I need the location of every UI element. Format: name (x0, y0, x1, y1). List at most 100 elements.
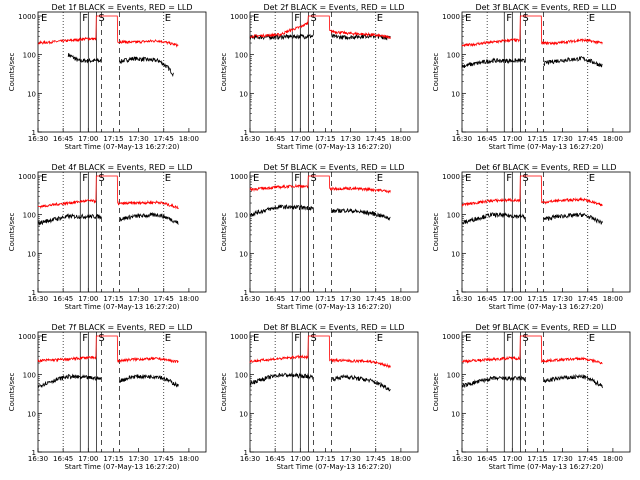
events-series-line (67, 53, 174, 78)
x-axis-label: Start Time (07-May-13 16:27:20) (276, 463, 391, 471)
x-tick-label: 16:30 (28, 135, 48, 143)
y-axis-label: Counts/sec (432, 373, 440, 412)
lld-series-line (461, 15, 603, 47)
marker-label: S (98, 173, 104, 184)
x-tick-label: 17:00 (78, 455, 98, 463)
y-tick-label: 1000 (230, 333, 248, 341)
x-tick-label: 18:00 (391, 135, 411, 143)
marker-label: F (294, 13, 300, 24)
x-tick-label: 17:45 (154, 295, 174, 303)
x-tick-label: 17:30 (553, 455, 573, 463)
x-tick-label: 17:15 (103, 135, 123, 143)
x-axis-label: Start Time (07-May-13 16:27:20) (488, 303, 603, 311)
y-tick-label: 10 (27, 90, 36, 98)
x-tick-label: 17:15 (315, 455, 335, 463)
y-tick-label: 10 (451, 90, 460, 98)
marker-label: F (294, 173, 300, 184)
marker-label: S (522, 333, 528, 344)
x-tick-label: 18:00 (179, 295, 199, 303)
x-tick-label: 16:45 (477, 455, 497, 463)
y-tick-label: 1000 (18, 13, 36, 21)
panel-det-8: Det 8f BLACK = Events, RED = LLD 1 10 100 10… (220, 323, 419, 471)
x-tick-label: 17:00 (502, 135, 522, 143)
x-tick-label: 17:30 (553, 135, 573, 143)
lld-series-line (461, 335, 603, 365)
x-tick-label: 17:00 (290, 295, 310, 303)
x-axis-label: Start Time (07-May-13 16:27:20) (488, 143, 603, 151)
panel-title: Det 9f BLACK = Events, RED = LLD (475, 323, 616, 332)
plot-frame (249, 11, 419, 133)
x-tick-label: 16:30 (452, 135, 472, 143)
lld-series-line (37, 175, 179, 210)
y-tick-label: 1 (32, 449, 36, 457)
events-series-line (37, 373, 179, 389)
x-tick-label: 17:45 (154, 455, 174, 463)
y-tick-label: 100 (447, 372, 460, 380)
x-tick-label: 16:30 (452, 455, 472, 463)
lld-series-line (37, 15, 179, 48)
marker-label: E (377, 13, 383, 24)
panel-det-5: Det 5f BLACK = Events, RED = LLD 1 10 100 10… (220, 163, 419, 311)
y-tick-label: 100 (235, 372, 248, 380)
plot-frame (37, 171, 207, 293)
y-axis-label: Counts/sec (432, 213, 440, 252)
x-tick-label: 17:15 (315, 135, 335, 143)
plot-frame (461, 171, 631, 293)
plot-frame (249, 171, 419, 293)
marker-label: E (465, 173, 471, 184)
x-tick-label: 17:15 (103, 295, 123, 303)
marker-label: S (98, 333, 104, 344)
x-tick-label: 17:00 (502, 455, 522, 463)
marker-label: S (310, 173, 316, 184)
y-tick-label: 1000 (442, 333, 460, 341)
marker-label: S (310, 13, 316, 24)
x-tick-label: 18:00 (603, 455, 623, 463)
x-tick-label: 16:45 (477, 295, 497, 303)
y-axis-label: Counts/sec (8, 53, 16, 92)
y-tick-label: 1000 (230, 13, 248, 21)
marker-label: E (41, 13, 47, 24)
x-tick-label: 18:00 (391, 295, 411, 303)
y-axis-label: Counts/sec (432, 53, 440, 92)
panel-title: Det 4f BLACK = Events, RED = LLD (51, 163, 192, 172)
y-tick-label: 10 (27, 410, 36, 418)
y-tick-label: 1 (456, 449, 460, 457)
x-tick-label: 18:00 (603, 295, 623, 303)
x-tick-label: 17:30 (129, 295, 149, 303)
x-tick-label: 16:45 (265, 295, 285, 303)
y-tick-label: 1 (244, 129, 248, 137)
x-tick-label: 17:45 (578, 295, 598, 303)
x-tick-label: 17:00 (78, 295, 98, 303)
events-series-line (249, 203, 391, 221)
y-tick-label: 100 (23, 52, 36, 60)
y-tick-label: 10 (239, 90, 248, 98)
x-axis-label: Start Time (07-May-13 16:27:20) (64, 463, 179, 471)
events-series-line (461, 373, 603, 389)
y-tick-label: 100 (235, 212, 248, 220)
x-tick-label: 16:30 (240, 135, 260, 143)
y-tick-label: 100 (23, 372, 36, 380)
panel-det-6: Det 6f BLACK = Events, RED = LLD 1 10 100 10… (432, 163, 631, 311)
marker-label: F (82, 13, 88, 24)
panel-det-9: Det 9f BLACK = Events, RED = LLD 1 10 100 10… (432, 323, 631, 471)
panel-title: Det 2f BLACK = Events, RED = LLD (263, 3, 404, 12)
x-tick-label: 17:45 (366, 455, 386, 463)
x-tick-label: 17:30 (129, 135, 149, 143)
x-tick-label: 16:45 (477, 135, 497, 143)
y-tick-label: 1 (244, 289, 248, 297)
marker-label: E (589, 333, 595, 344)
x-tick-label: 17:45 (578, 455, 598, 463)
y-tick-label: 1 (244, 449, 248, 457)
marker-label: E (165, 13, 171, 24)
x-tick-label: 16:30 (240, 455, 260, 463)
y-tick-label: 1000 (18, 333, 36, 341)
x-tick-label: 17:30 (341, 455, 361, 463)
y-tick-label: 10 (451, 410, 460, 418)
marker-label: F (506, 333, 512, 344)
marker-label: E (165, 333, 171, 344)
y-axis-label: Counts/sec (8, 213, 16, 252)
y-tick-label: 1000 (442, 173, 460, 181)
panel-title: Det 5f BLACK = Events, RED = LLD (263, 163, 404, 172)
panel-title: Det 6f BLACK = Events, RED = LLD (475, 163, 616, 172)
